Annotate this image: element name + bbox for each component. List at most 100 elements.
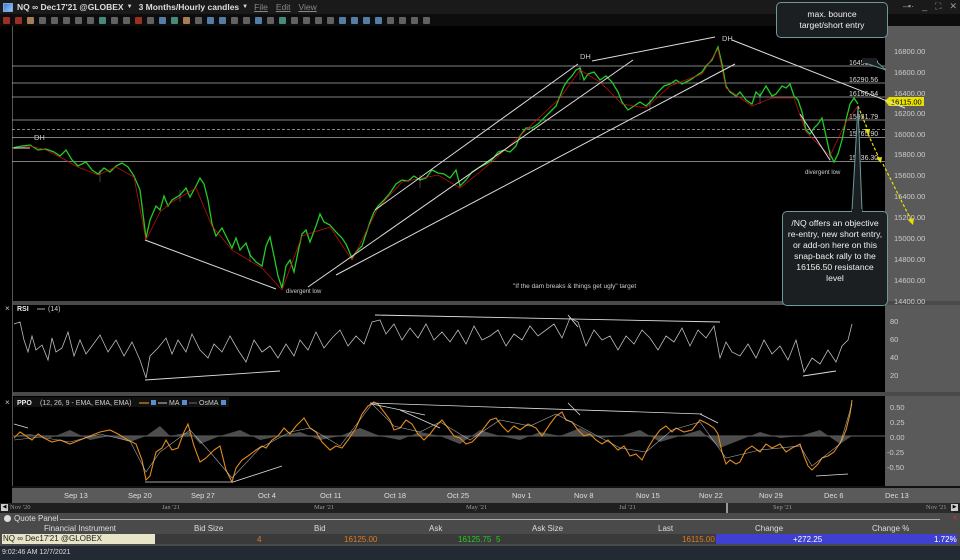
collapse-icon[interactable] xyxy=(4,515,11,522)
chevron-down-icon[interactable]: ▼ xyxy=(126,4,133,10)
grid-icon[interactable] xyxy=(111,16,118,24)
fib-icon[interactable] xyxy=(303,16,310,24)
hand-icon[interactable] xyxy=(27,16,34,24)
col-bid-size[interactable]: Bid Size xyxy=(194,524,224,533)
price-tick: 16000.00 xyxy=(894,130,925,139)
price-tick: 14600.00 xyxy=(894,276,925,285)
col-change-pct[interactable]: Change % xyxy=(872,524,910,533)
arrow-right-icon[interactable] xyxy=(255,16,262,24)
x-tick: Oct 11 xyxy=(320,491,342,500)
quote-row[interactable]: NQ ∞ Dec17'21 @GLOBEX 4 16125.00 16125.7… xyxy=(2,534,957,544)
cell-last: 16115.00 xyxy=(682,535,715,544)
navigator-label: Sep '21 xyxy=(773,504,793,511)
dam-target-label: "If the dam breaks & things get ugly" ta… xyxy=(513,283,636,290)
note-icon[interactable] xyxy=(219,16,226,24)
time-navigator[interactable]: ◀ Nov '20 Jan '21 Mar '21 May '21 Jul '2… xyxy=(0,503,960,513)
line-tool-icon[interactable] xyxy=(195,16,202,24)
ppo-axis[interactable] xyxy=(885,396,960,486)
chevron-down-icon[interactable]: ▼ xyxy=(242,4,249,10)
timeframe-selector[interactable]: 3 Months/Hourly candles xyxy=(138,2,240,12)
filter-icon[interactable] xyxy=(123,16,130,24)
navigator-label: Jan '21 xyxy=(162,504,180,511)
x-tick: Sep 27 xyxy=(191,491,215,500)
fit-icon[interactable] xyxy=(363,16,370,24)
x-tick: Oct 18 xyxy=(384,491,407,500)
scroll-right-button[interactable]: ▶ xyxy=(951,504,958,511)
minimize-button[interactable]: _ xyxy=(922,1,928,11)
close-ppo-icon[interactable]: × xyxy=(5,398,10,407)
shield-icon[interactable] xyxy=(387,16,394,24)
col-ask[interactable]: Ask xyxy=(429,524,443,533)
ppo-tick: 0.00 xyxy=(890,433,905,442)
col-bid[interactable]: Bid xyxy=(314,524,326,533)
ppo-tick: -0.25 xyxy=(887,448,904,457)
target-icon[interactable] xyxy=(183,16,190,24)
dot-icon[interactable] xyxy=(171,16,178,24)
cell-ask-size: 5 xyxy=(496,535,501,544)
bars-icon[interactable] xyxy=(147,16,154,24)
rsi-axis[interactable] xyxy=(885,305,960,392)
navigator-window[interactable] xyxy=(726,503,954,513)
menu-file[interactable]: File xyxy=(254,2,268,12)
col-last[interactable]: Last xyxy=(658,524,674,533)
rsi-params: (14) xyxy=(48,306,60,313)
menu-edit[interactable]: Edit xyxy=(275,2,291,12)
split-icon[interactable] xyxy=(375,16,382,24)
price-axis[interactable] xyxy=(885,26,960,301)
title-bar: NQ ∞ Dec17'21 @GLOBEX ▼ 3 Months/Hourly … xyxy=(0,0,960,14)
close-chart-icon[interactable] xyxy=(3,16,10,24)
callout-max-bounce: max. bounce target/short entry xyxy=(776,2,888,38)
col-change[interactable]: Change xyxy=(755,524,784,533)
circle-icon[interactable] xyxy=(75,16,82,24)
undo-icon[interactable] xyxy=(231,16,238,24)
divergent-low-label: divergent low xyxy=(286,289,322,295)
text-tool-icon[interactable] xyxy=(207,16,214,24)
window-controls: ‒▪· _ ⛶ ✕ xyxy=(903,1,957,12)
pencil-icon[interactable] xyxy=(135,16,142,24)
col-ask-size[interactable]: Ask Size xyxy=(532,524,564,533)
x-tick: Dec 13 xyxy=(885,491,909,500)
ppo-line xyxy=(13,399,853,484)
maximize-button[interactable]: ⛶ xyxy=(935,1,942,11)
rsi-tick: 20 xyxy=(890,371,898,380)
dropdown-icon[interactable] xyxy=(267,16,274,24)
dh-label: DH xyxy=(34,133,45,142)
scroll-left-button[interactable]: ◀ xyxy=(1,504,8,511)
instrument-selector[interactable]: NQ ∞ Dec17'21 @GLOBEX xyxy=(17,2,124,12)
close-button[interactable]: ✕ xyxy=(949,1,957,11)
wrench-icon[interactable] xyxy=(411,16,418,24)
col-instrument[interactable]: Financial Instrument xyxy=(44,524,117,533)
dh-label: DH xyxy=(580,52,591,61)
x-tick: Oct 4 xyxy=(258,491,276,500)
menu-view[interactable]: View xyxy=(298,2,317,12)
more-icon[interactable] xyxy=(423,16,430,24)
pin-icon[interactable]: ‒▪· xyxy=(902,1,915,11)
level-label: 16156.54 xyxy=(849,91,878,98)
price-tick: 16600.00 xyxy=(894,68,925,77)
refresh-icon[interactable] xyxy=(399,16,406,24)
list-icon[interactable] xyxy=(39,16,46,24)
dh-label: DH xyxy=(722,34,733,43)
mountain-icon[interactable] xyxy=(159,16,166,24)
zoom-in-icon[interactable] xyxy=(315,16,322,24)
cell-instrument[interactable]: NQ ∞ Dec17'21 @GLOBEX xyxy=(2,534,155,544)
trendline-icon[interactable] xyxy=(279,16,286,24)
ray-icon[interactable] xyxy=(291,16,298,24)
zoom-out-icon[interactable] xyxy=(327,16,334,24)
expand-icon[interactable] xyxy=(339,16,346,24)
redo-icon[interactable] xyxy=(243,16,250,24)
close-rsi-icon[interactable]: × xyxy=(5,304,10,313)
x-tick: Nov 8 xyxy=(574,491,594,500)
rsi-line xyxy=(13,317,853,379)
close-panel-icon[interactable]: ✕ xyxy=(952,515,958,522)
x-axis[interactable] xyxy=(12,488,885,503)
image-icon[interactable] xyxy=(87,16,94,24)
layout-icon[interactable] xyxy=(99,16,106,24)
compress-icon[interactable] xyxy=(351,16,358,24)
crosshair-icon[interactable] xyxy=(15,16,22,24)
print-icon[interactable] xyxy=(51,16,58,24)
divergent-low-label: divergent low xyxy=(805,170,841,176)
chart-area[interactable]: 16455.80 16290.56 16156.54 15931.79 1576… xyxy=(0,2,960,488)
palette-icon[interactable] xyxy=(63,16,70,24)
